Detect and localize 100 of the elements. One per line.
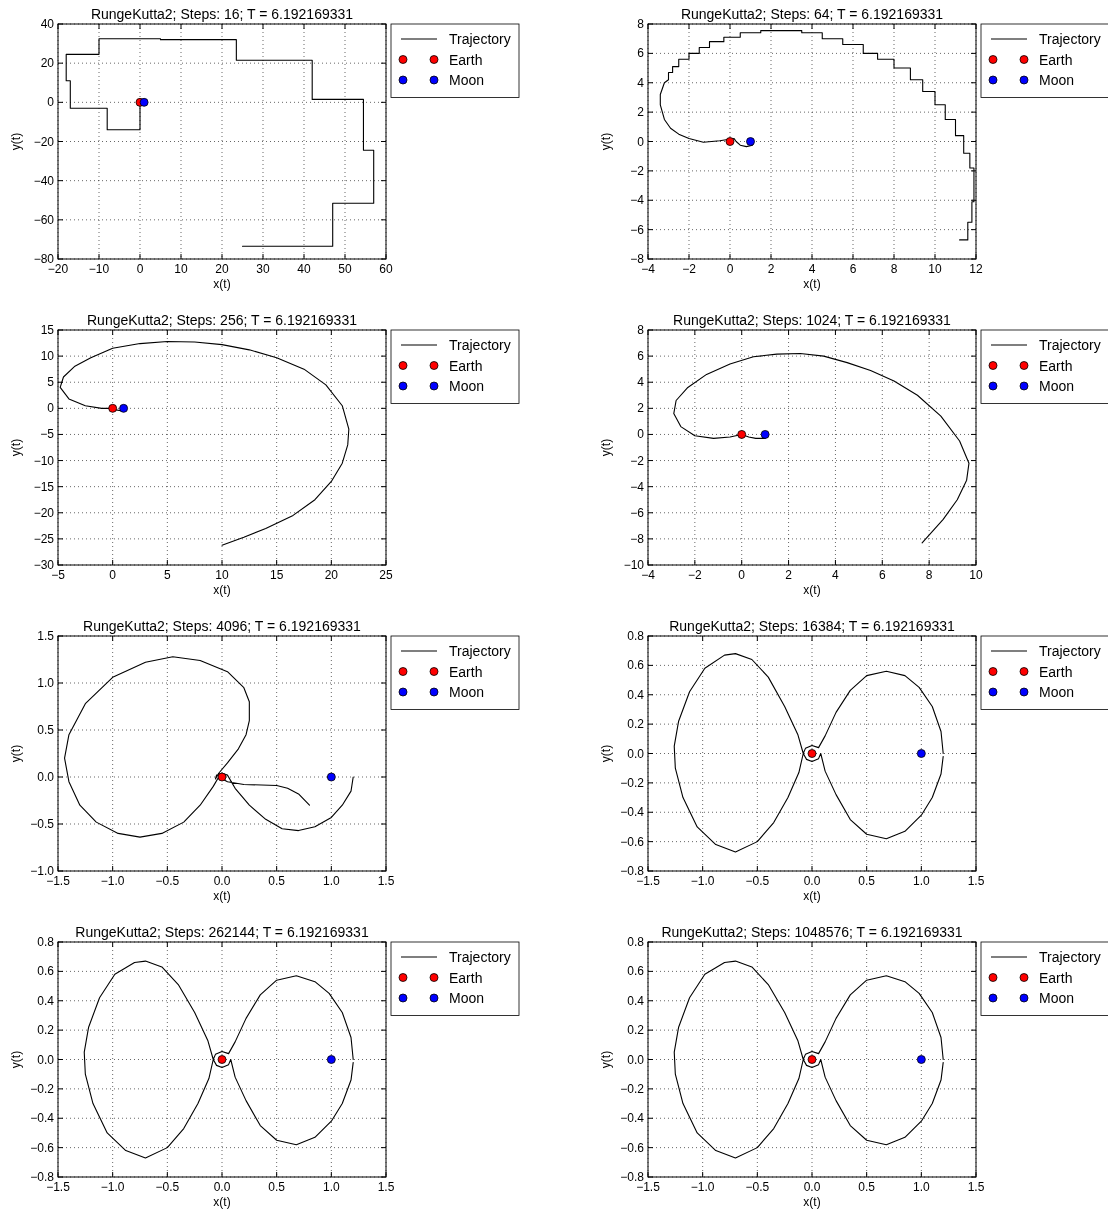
x-tick-label: 2: [785, 568, 793, 582]
legend-label: Trajectory: [449, 337, 511, 353]
legend-label: Earth: [449, 51, 483, 68]
legend-label: Earth: [1039, 663, 1073, 680]
x-tick-label: 4: [808, 262, 816, 276]
y-tick-label: 0.4: [37, 993, 55, 1008]
x-axis-title: x(t): [803, 889, 821, 903]
y-axis-title: y(t): [599, 1050, 613, 1069]
x-tick-label: 30: [256, 262, 270, 276]
x-tick-label: 25: [379, 568, 393, 582]
x-axis-title: x(t): [803, 1195, 821, 1209]
y-tick-label: 0.8: [627, 629, 645, 643]
y-tick-label: 1.0: [37, 676, 55, 690]
legend-label: Earth: [449, 969, 483, 986]
y-tick-label: 0.6: [627, 658, 645, 673]
y-axis-title: y(t): [599, 132, 613, 151]
y-axis-title: y(t): [599, 438, 613, 457]
y-tick-label: 0.0: [37, 770, 55, 784]
y-tick-label: 4: [637, 75, 645, 90]
x-axis-title: x(t): [803, 583, 821, 597]
y-tick-label: 40: [40, 17, 55, 31]
y-tick-label: −0.2: [620, 1081, 645, 1096]
legend-label: Trajectory: [1039, 643, 1101, 659]
y-tick-label: 0: [637, 134, 645, 149]
legend-label: Moon: [449, 990, 485, 1006]
y-tick-label: −0.5: [30, 817, 55, 831]
x-tick-label: 20: [215, 262, 229, 276]
y-tick-label: 0.0: [627, 1052, 645, 1067]
y-tick-label: 0.5: [37, 723, 55, 737]
x-tick-label: 10: [969, 568, 983, 582]
y-tick-label: −80: [33, 252, 55, 266]
x-tick-label: 1.5: [377, 874, 395, 888]
y-tick-label: −8: [630, 252, 645, 266]
y-tick-label: 5: [47, 375, 55, 390]
x-tick-label: 1.0: [322, 1180, 340, 1194]
x-tick-label: 12: [969, 262, 983, 276]
x-tick-label: 0.5: [268, 1180, 286, 1194]
y-tick-label: 6: [637, 349, 645, 364]
x-tick-label: 2: [767, 262, 775, 276]
y-tick-label: −0.6: [620, 834, 645, 849]
y-axis-title: y(t): [9, 1050, 23, 1069]
x-tick-label: 0.5: [858, 874, 876, 888]
y-tick-label: −0.2: [30, 1081, 55, 1096]
x-tick-label: −0.5: [745, 1180, 770, 1194]
x-tick-label: 0: [136, 262, 144, 276]
x-tick-label: 60: [379, 262, 393, 276]
legend-label: Earth: [449, 357, 483, 374]
y-tick-label: −10: [623, 558, 645, 572]
y-tick-label: 8: [637, 323, 645, 337]
y-tick-label: −4: [630, 193, 645, 208]
x-axis-title: x(t): [803, 277, 821, 291]
x-tick-label: −2: [688, 568, 703, 582]
y-tick-label: 2: [637, 105, 645, 120]
y-tick-label: 0.0: [37, 1052, 55, 1067]
y-tick-label: 8: [637, 17, 645, 31]
chart-title: RungeKutta2; Steps: 16; T = 6.192169331: [90, 6, 354, 22]
chart-title: RungeKutta2; Steps: 262144; T = 6.192169331: [75, 924, 369, 940]
x-axis-title: x(t): [213, 1195, 231, 1209]
x-axis-title: x(t): [213, 889, 231, 903]
legend-label: Earth: [449, 663, 483, 680]
legend-label: Moon: [449, 378, 485, 394]
y-tick-label: 6: [637, 46, 645, 61]
x-tick-label: −0.5: [155, 1180, 180, 1194]
x-tick-label: 1.5: [967, 1180, 985, 1194]
x-tick-label: 10: [215, 568, 229, 582]
x-tick-label: 1.0: [912, 1180, 930, 1194]
x-tick-label: −1.0: [100, 874, 125, 888]
legend-label: Earth: [1039, 51, 1073, 68]
chart-title: RungeKutta2; Steps: 256; T = 6.192169331: [87, 312, 358, 328]
y-axis-title: y(t): [9, 132, 23, 151]
x-tick-label: 0.0: [803, 874, 821, 888]
y-tick-label: −8: [630, 531, 645, 546]
x-tick-label: −2: [682, 262, 697, 276]
x-tick-label: 0: [738, 568, 746, 582]
legend-label: Trajectory: [449, 643, 511, 659]
y-tick-label: −2: [630, 163, 645, 178]
x-tick-label: 1.5: [967, 874, 985, 888]
y-tick-label: 0: [47, 401, 55, 416]
x-tick-label: 0.0: [213, 1180, 231, 1194]
y-tick-label: −0.4: [620, 1111, 645, 1126]
legend-label: Moon: [1039, 378, 1075, 394]
x-tick-label: 1.0: [322, 874, 340, 888]
y-tick-label: −2: [630, 453, 645, 468]
x-tick-label: 50: [338, 262, 352, 276]
y-axis-title: y(t): [599, 744, 613, 763]
x-tick-label: −1.0: [690, 1180, 715, 1194]
y-tick-label: 15: [40, 323, 55, 337]
x-tick-label: 15: [269, 568, 284, 582]
x-axis-title: x(t): [213, 583, 231, 597]
x-tick-label: 6: [878, 568, 886, 582]
x-tick-label: −1.0: [100, 1180, 125, 1194]
legend-label: Trajectory: [449, 949, 511, 965]
x-tick-label: 40: [297, 262, 311, 276]
y-tick-label: −0.4: [30, 1111, 55, 1126]
y-tick-label: 0: [637, 427, 645, 442]
y-tick-label: 0.4: [627, 993, 645, 1008]
y-tick-label: −20: [33, 134, 55, 149]
x-tick-label: −10: [88, 262, 110, 276]
y-tick-label: −4: [630, 479, 645, 494]
x-tick-label: 0: [109, 568, 117, 582]
